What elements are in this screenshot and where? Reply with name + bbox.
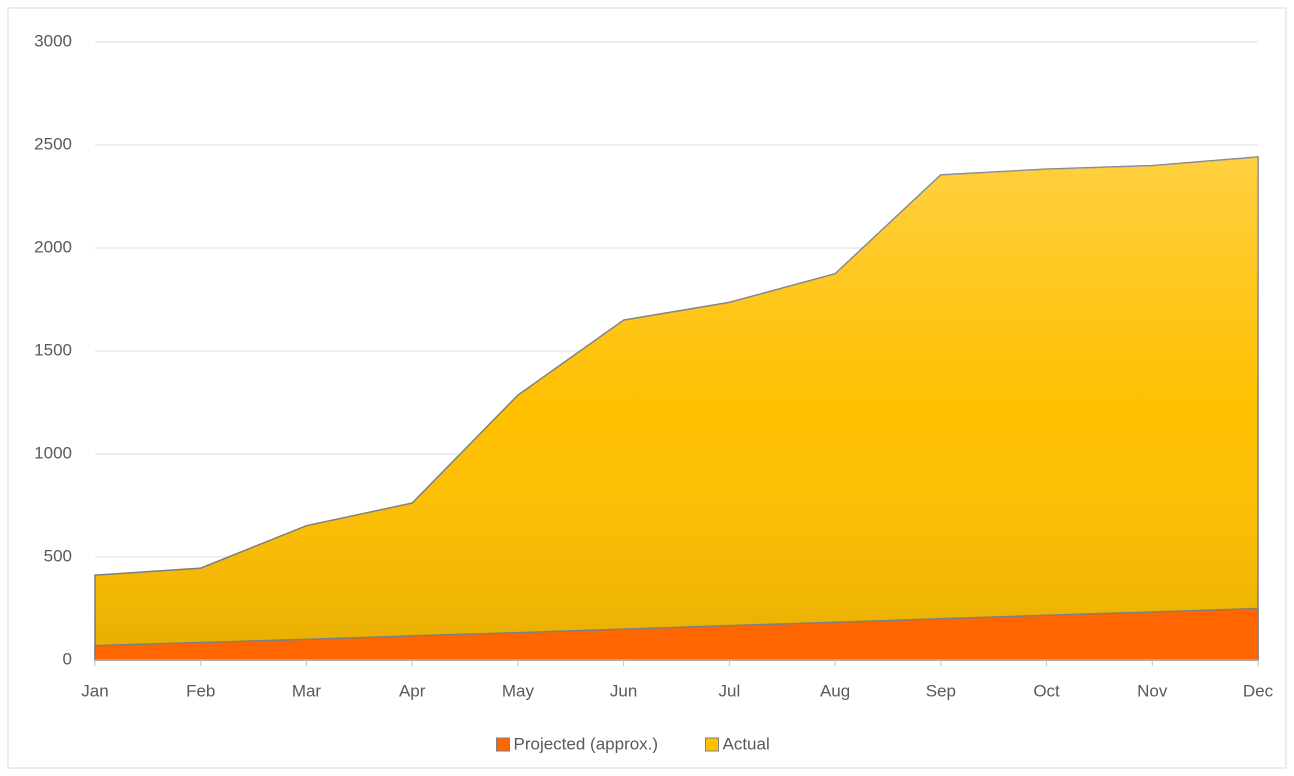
y-tick-label: 3000	[34, 31, 72, 50]
legend-swatch	[496, 737, 510, 752]
series	[94, 607, 1259, 661]
x-tick-label: Aug	[820, 681, 850, 700]
y-tick-label: 0	[63, 649, 72, 668]
x-tick-label: Mar	[292, 681, 322, 700]
legend-label: Projected (approx.)	[514, 734, 659, 753]
x-tick-label: Jun	[610, 681, 637, 700]
x-tick-label: Jan	[81, 681, 108, 700]
area-shade	[95, 156, 1258, 660]
x-tick-label: Nov	[1137, 681, 1168, 700]
x-tick-label: Oct	[1033, 681, 1060, 700]
x-tick-label: Feb	[186, 681, 215, 700]
x-tick-label: May	[502, 681, 535, 700]
series	[94, 156, 1259, 661]
x-tick-label: Apr	[399, 681, 426, 700]
x-tick-label: Dec	[1243, 681, 1274, 700]
legend: Projected (approx.) Actual	[496, 734, 770, 753]
area	[94, 607, 1259, 661]
y-tick-label: 500	[44, 546, 72, 565]
legend-label: Actual	[723, 734, 770, 753]
y-tick-label: 2500	[34, 134, 72, 153]
y-tick-label: 1500	[34, 340, 72, 359]
y-tick-label: 1000	[34, 443, 72, 462]
y-tick-label: 2000	[34, 237, 72, 256]
legend-swatch	[705, 737, 719, 752]
x-tick-label: Sep	[926, 681, 956, 700]
x-tick-label: Jul	[718, 681, 740, 700]
